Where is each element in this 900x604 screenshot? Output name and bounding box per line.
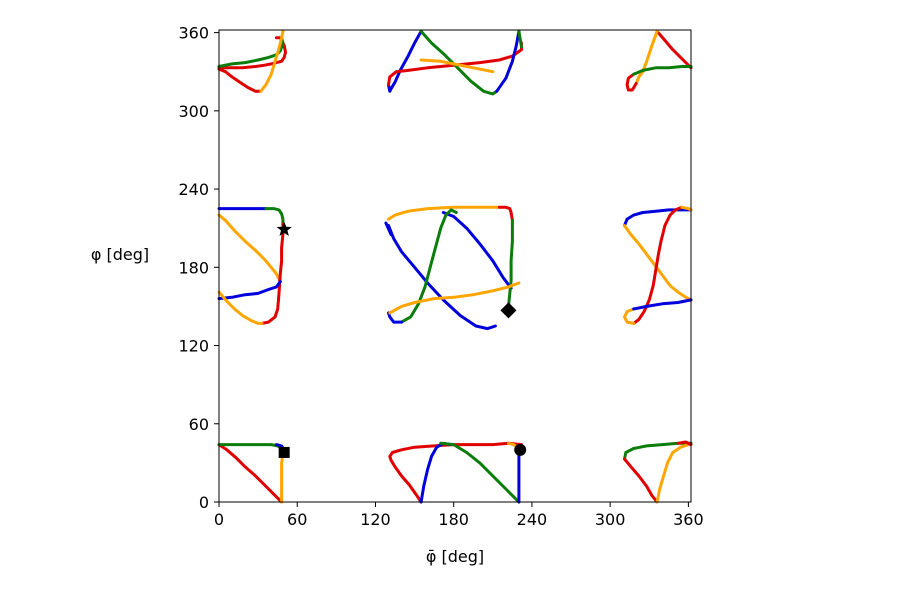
curve-segment-green-13 (632, 65, 693, 76)
curve-segment-orange-11 (634, 29, 659, 85)
axes: 0 60 120 180 240 300 360 0 60 120 180 240 300 360 (178, 24, 703, 529)
curve-segment-orange-19 (217, 290, 264, 325)
plot-frame (218, 29, 692, 503)
curve-segment-orange-47 (655, 443, 690, 504)
x-tick-label: 60 (287, 510, 307, 529)
curve-segment-green-8 (517, 29, 523, 49)
curve-segment-orange-30 (623, 224, 693, 302)
x-tick-label: 180 (438, 510, 469, 529)
curve-segment-red-12 (625, 72, 638, 92)
x-tick-label: 240 (517, 510, 548, 529)
curve-segment-red-40 (389, 458, 423, 504)
circle-marker (514, 443, 527, 456)
y-tick-label: 60 (189, 415, 209, 434)
curve-segment-orange-37 (280, 452, 285, 504)
curve-segment-red-39 (388, 441, 523, 462)
curve-segment-blue-24 (441, 211, 513, 290)
curve-segment-orange-9 (419, 58, 495, 74)
x-tick-label: 300 (595, 510, 626, 529)
curve-segment-green-42 (439, 441, 521, 504)
curve-segment-red-48 (676, 440, 693, 447)
curve-segment-blue-26 (387, 311, 403, 324)
curve-segment-red-31 (632, 205, 684, 325)
diamond-marker (500, 302, 517, 319)
curve-segment-green-36 (217, 443, 284, 450)
curve-segment-blue-22 (387, 224, 497, 331)
curve-segment-orange-34 (680, 205, 693, 212)
curve-segment-orange-3 (259, 29, 285, 93)
curve-segment-orange-16 (217, 213, 282, 284)
y-tick-label: 300 (178, 102, 209, 121)
star-marker (276, 221, 292, 236)
curve-segment-green-1 (217, 36, 285, 68)
y-tick-label: 120 (178, 337, 209, 356)
curve-segment-blue-7 (495, 29, 521, 93)
y-tick-label: 0 (199, 493, 209, 512)
x-tick-label: 0 (214, 510, 224, 529)
plot-marks (217, 29, 693, 504)
curve-segment-blue-23 (384, 221, 393, 237)
curve-segment-blue-41 (419, 441, 453, 504)
x-tick-label: 360 (673, 510, 704, 529)
curve-segment-blue-29 (623, 208, 693, 228)
curve-segment-red-17 (260, 222, 285, 325)
square-marker (278, 446, 290, 458)
curve-segment-red-2 (217, 67, 263, 93)
curve-segment-blue-18 (217, 280, 282, 301)
curve-segment-orange-20 (387, 205, 501, 221)
y-axis-label: φ [deg] (91, 245, 149, 264)
y-tick-label: 240 (178, 180, 209, 199)
curve-segment-green-27 (505, 218, 514, 314)
x-axis-label: φ̄ [deg] (426, 547, 484, 566)
y-tick-label: 360 (178, 24, 209, 43)
curve-segment-orange-28 (388, 281, 521, 315)
curve-segment-red-10 (655, 29, 693, 70)
curve-segment-orange-32 (623, 307, 636, 325)
curve-segment-blue-4 (387, 29, 423, 93)
curve-segment-red-46 (623, 457, 659, 504)
curve-segment-red-21 (497, 205, 514, 222)
x-tick-label: 120 (360, 510, 391, 529)
curve-segment-red-35 (217, 443, 284, 504)
curve-segment-green-6 (419, 29, 499, 96)
curve-segment-green-25 (400, 208, 458, 324)
curve-segment-green-15 (264, 207, 285, 226)
y-tick-label: 180 (178, 258, 209, 277)
curve-segment-blue-33 (632, 298, 693, 311)
